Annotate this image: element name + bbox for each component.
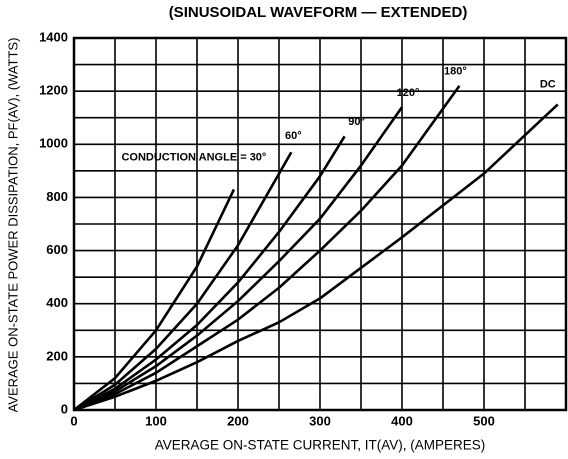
x-tick-label: 500 — [473, 413, 495, 428]
y-tick-label: 1000 — [39, 136, 68, 151]
curve — [73, 85, 461, 412]
x-axis-label: AVERAGE ON-STATE CURRENT, IT(AV), (AMPER… — [155, 438, 486, 453]
series-label: CONDUCTION ANGLE = 30° — [121, 151, 266, 163]
y-tick-label: 1200 — [39, 83, 68, 98]
series-label: DC — [540, 78, 556, 90]
y-tick-label: 200 — [46, 348, 68, 363]
series-label: 90° — [348, 116, 365, 128]
x-tick-label: 100 — [145, 413, 167, 428]
y-tick-label: 0 — [61, 401, 68, 416]
x-tick-label: 0 — [70, 413, 77, 428]
curve — [73, 151, 293, 412]
y-tick-label: 800 — [46, 189, 68, 204]
curve — [73, 188, 236, 412]
y-tick-label: 400 — [46, 295, 68, 310]
x-tick-label: 300 — [309, 413, 331, 428]
curve — [73, 135, 346, 412]
plot-frame — [72, 36, 568, 412]
y-tick-label: 600 — [46, 242, 68, 257]
x-tick-label: 200 — [227, 413, 249, 428]
x-tick-label: 400 — [391, 413, 413, 428]
series-label: 60° — [285, 130, 302, 142]
series-label: 180° — [444, 66, 467, 78]
series-label: 120° — [397, 87, 420, 99]
y-axis-label: AVERAGE ON-STATE POWER DISSIPATION, PF(A… — [5, 38, 20, 413]
y-tick-label: 1400 — [39, 29, 68, 44]
curve — [73, 106, 404, 412]
curve — [73, 103, 559, 412]
chart-title: (SINUSOIDAL WAVEFORM — EXTENDED) — [169, 4, 468, 21]
